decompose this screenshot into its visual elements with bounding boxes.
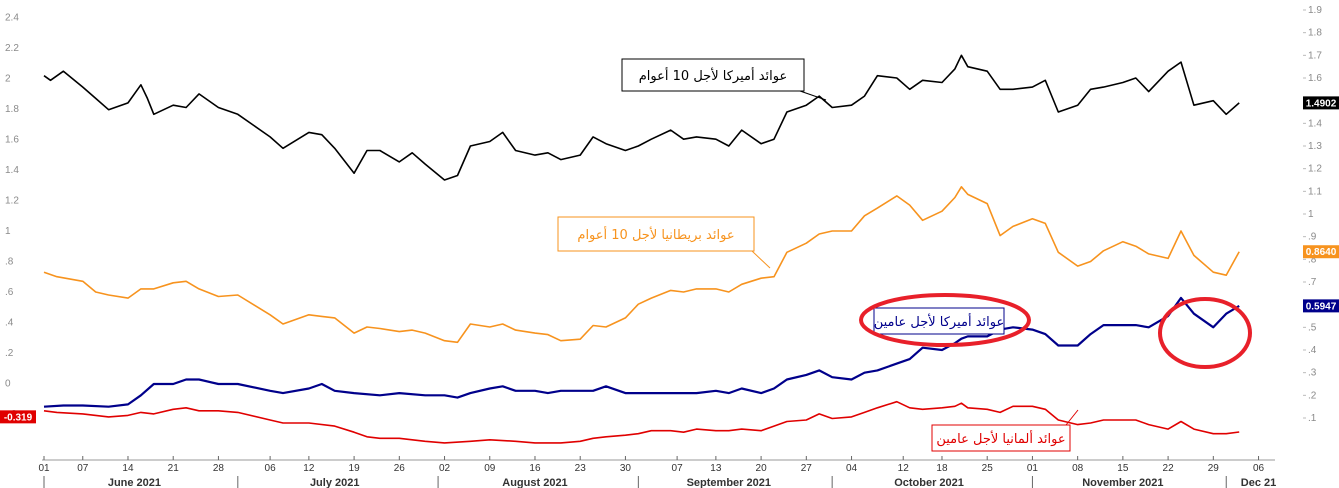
callout-box xyxy=(873,307,1005,335)
x-day-label: 12 xyxy=(303,463,315,474)
x-day-label: 01 xyxy=(1027,463,1039,474)
right-tick-label: 1.2 xyxy=(1308,164,1322,175)
series-line-3 xyxy=(43,296,1240,408)
x-day-label: 14 xyxy=(122,463,134,474)
right-tick-label: 1.4 xyxy=(1308,118,1322,129)
right-tick-label: .9 xyxy=(1308,232,1317,243)
x-day-label: 13 xyxy=(710,463,722,474)
x-month-label: August 2021 xyxy=(502,477,567,488)
right-tick-label: .8 xyxy=(1308,254,1317,265)
left-tick-label: 1.4 xyxy=(5,165,19,176)
x-day-label: 01 xyxy=(38,463,50,474)
x-day-label: 22 xyxy=(1163,463,1175,474)
callout-leader xyxy=(751,250,771,269)
x-day-label: 26 xyxy=(394,463,406,474)
left-tick-label: 2.4 xyxy=(5,13,19,24)
right-tick-label: .4 xyxy=(1308,345,1317,356)
x-month-label: June 2021 xyxy=(108,477,161,488)
right-tick-label: 1.7 xyxy=(1308,50,1322,61)
x-axis: 01 07 14 21 28 06 12 19 26 02 09 16 23 30 07 13 20 27 04 12… xyxy=(38,456,1276,488)
end-value-badge xyxy=(1303,299,1339,313)
x-day-label: 20 xyxy=(756,463,768,474)
callout-text: عوائد ألمانيا لأجل عامين xyxy=(936,430,1065,447)
callout-leader xyxy=(1065,409,1079,426)
x-day-label: 16 xyxy=(529,463,541,474)
callout-text: عوائد أميركا لأجل عامين xyxy=(874,313,1005,330)
left-tick-label: 1.8 xyxy=(5,104,19,115)
x-day-label: 06 xyxy=(1253,463,1265,474)
series-line-2 xyxy=(43,186,1240,344)
annotation-layer: عوائد أميركا لأجل 10 أعوام عوائد بريطانيا… xyxy=(557,58,1252,452)
callout-leader xyxy=(799,90,827,101)
right-tick-label: .2 xyxy=(1308,390,1317,401)
x-month-label: September 2021 xyxy=(687,477,771,488)
left-tick-label: 1 xyxy=(5,226,11,237)
callout-box xyxy=(931,424,1071,452)
left-tick-label: 1.6 xyxy=(5,135,19,146)
right-y-axis: .1.2.3.4.5.6.7.8.911.11.21.31.41.51.61.7… xyxy=(1303,5,1322,424)
right-tick-label: .5 xyxy=(1308,322,1317,333)
x-day-label: 12 xyxy=(898,463,910,474)
left-tick-label: 0 xyxy=(5,378,11,389)
x-month-label: July 2021 xyxy=(310,477,360,488)
end-value-badge xyxy=(1303,245,1339,259)
right-tick-label: 1.1 xyxy=(1308,186,1322,197)
end-value-text: 1.4902 xyxy=(1306,98,1337,109)
x-day-label: 27 xyxy=(801,463,813,474)
x-day-label: 18 xyxy=(936,463,948,474)
x-day-label: 30 xyxy=(620,463,632,474)
right-tick-label: 1.8 xyxy=(1308,28,1322,39)
highlight-ellipse-spike xyxy=(1158,297,1252,369)
x-day-label: 04 xyxy=(846,463,858,474)
x-month-label: Dec 21 xyxy=(1241,477,1276,488)
right-tick-label: .7 xyxy=(1308,277,1317,288)
end-value-text: 0.8640 xyxy=(1306,247,1337,258)
x-day-label: 07 xyxy=(672,463,684,474)
right-tick-label: .3 xyxy=(1308,368,1317,379)
left-tick-label: .4 xyxy=(5,317,14,328)
callout-text: عوائد أميركا لأجل 10 أعوام xyxy=(639,67,787,84)
x-day-label: 15 xyxy=(1117,463,1129,474)
end-value-badge xyxy=(1303,96,1339,110)
left-tick-label: 2 xyxy=(5,74,11,85)
x-day-label: 06 xyxy=(265,463,277,474)
callout-box xyxy=(557,216,755,252)
end-value-labels: 1.4902 0.8640 0.5947 -0.319 xyxy=(0,96,1339,424)
x-day-label: 21 xyxy=(168,463,180,474)
x-month-label: October 2021 xyxy=(894,477,964,488)
callout-box xyxy=(621,58,805,92)
end-value-badge xyxy=(0,410,36,424)
left-tick-label: .8 xyxy=(5,256,14,267)
callout-text: عوائد بريطانيا لأجل 10 أعوام xyxy=(577,226,734,243)
left-tick-label: 2.2 xyxy=(5,43,19,54)
series-layer xyxy=(43,54,1240,444)
x-day-label: 07 xyxy=(77,463,89,474)
x-month-label: November 2021 xyxy=(1082,477,1163,488)
x-day-label: 02 xyxy=(439,463,451,474)
right-tick-label: .1 xyxy=(1308,413,1317,424)
x-day-label: 19 xyxy=(349,463,361,474)
x-day-label: 25 xyxy=(982,463,994,474)
x-day-label: 08 xyxy=(1072,463,1084,474)
left-tick-label: .2 xyxy=(5,348,14,359)
left-tick-label: .6 xyxy=(5,287,14,298)
right-tick-label: 1.6 xyxy=(1308,73,1322,84)
series-line-4 xyxy=(43,400,1240,444)
x-day-label: 29 xyxy=(1208,463,1220,474)
x-day-label: 09 xyxy=(484,463,496,474)
x-day-label: 23 xyxy=(575,463,587,474)
left-y-axis: -.20.2.4.6.811.21.41.61.822.22.4 xyxy=(5,13,19,420)
left-tick-label: 1.2 xyxy=(5,196,19,207)
x-day-label: 28 xyxy=(213,463,225,474)
right-tick-label: 1.9 xyxy=(1308,5,1322,16)
end-value-text: 0.5947 xyxy=(1306,301,1337,312)
right-tick-label: 1.3 xyxy=(1308,141,1322,152)
right-tick-label: 1 xyxy=(1308,209,1314,220)
highlight-ellipse-label xyxy=(859,293,1031,347)
end-value-text: -0.319 xyxy=(4,412,33,423)
series-line-1 xyxy=(43,54,1240,181)
